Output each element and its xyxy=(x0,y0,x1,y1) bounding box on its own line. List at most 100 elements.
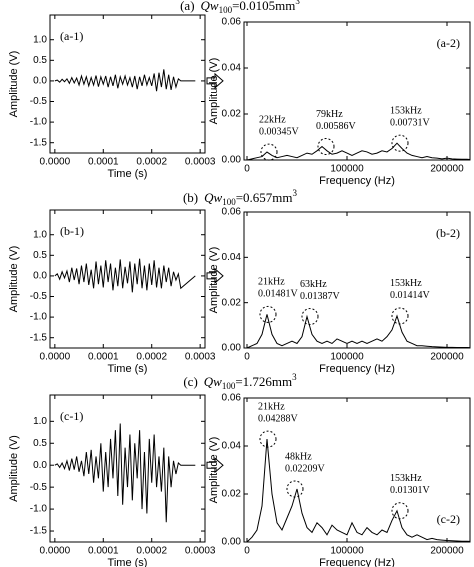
caption-subscript: 100 xyxy=(222,381,236,391)
peak-amplitude: 0.00731V xyxy=(390,117,431,128)
caption-label: (b) xyxy=(183,190,198,205)
signal-line xyxy=(54,258,196,293)
x-tick-label: 0.0001 xyxy=(88,546,119,557)
plot-frame xyxy=(49,14,206,154)
signal-line xyxy=(246,142,470,160)
signal-line xyxy=(246,439,470,542)
peak-frequency: 153kHz xyxy=(390,105,422,116)
x-axis-title: Time (s) xyxy=(108,557,148,567)
y-tick-label: 0.0 xyxy=(33,76,47,87)
plot-frame xyxy=(243,211,471,349)
y-axis-title: Amplitude (V) xyxy=(208,247,220,314)
caption-label: (a) xyxy=(180,0,194,13)
y-tick-label: 0.5 xyxy=(33,438,47,449)
x-tick-label: 0.0003 xyxy=(185,352,216,363)
y-axis-title: Amplitude (V) xyxy=(8,51,20,118)
y-tick-label: 0.02 xyxy=(222,109,242,120)
y-axis-title: Amplitude (V) xyxy=(8,246,20,313)
caption-value: =1.726mm xyxy=(235,374,292,389)
y-axis-title: Amplitude (V) xyxy=(208,437,220,504)
x-tick-label: 0 xyxy=(244,352,250,363)
peak-amplitude: 0.02209V xyxy=(285,463,326,474)
panel-caption: (c) Qw100=1.726mm3 xyxy=(183,372,297,391)
y-axis-title: Amplitude (V) xyxy=(208,58,220,125)
peak-marker xyxy=(259,305,277,323)
caption-value: =0.657mm xyxy=(236,190,293,205)
x-tick-label: 200000 xyxy=(430,164,464,175)
x-tick-label: 200000 xyxy=(430,352,464,363)
peak-frequency: 48kHz xyxy=(285,451,312,462)
x-tick-label: 0.0002 xyxy=(136,352,167,363)
y-tick-label: 0.04 xyxy=(222,441,242,452)
peak-marker xyxy=(391,134,409,152)
peak-frequency: 79kHz xyxy=(316,109,343,120)
x-tick-label: 0.0000 xyxy=(40,546,71,557)
caption-symbol: Qw xyxy=(201,0,219,13)
x-tick-label: 0.0002 xyxy=(136,546,167,557)
y-tick-label: 1.0 xyxy=(33,34,47,45)
y-tick-label: -1.0 xyxy=(30,504,48,515)
y-tick-label: 0.00 xyxy=(222,537,242,548)
peak-frequency: 21kHz xyxy=(258,277,285,288)
peak-frequency: 153kHz xyxy=(390,473,422,484)
x-axis-title: Frequency (Hz) xyxy=(319,175,395,187)
y-tick-label: -1.5 xyxy=(30,332,48,343)
y-tick-label: 0.00 xyxy=(222,343,242,354)
x-tick-label: 0 xyxy=(244,546,250,557)
signal-line xyxy=(54,69,196,92)
x-tick-label: 0.0001 xyxy=(88,157,119,168)
x-tick-label: 0.0003 xyxy=(185,546,216,557)
arrow xyxy=(206,457,224,474)
signal-line xyxy=(246,314,470,348)
peak-marker xyxy=(260,143,278,161)
plot-frame xyxy=(49,394,206,543)
peak-marker xyxy=(286,480,304,498)
arrow xyxy=(206,72,224,90)
x-tick-label: 100000 xyxy=(330,546,364,557)
y-axis-title: Amplitude (V) xyxy=(8,435,20,502)
y-tick-label: 0.06 xyxy=(222,207,242,218)
y-tick-label: -1.0 xyxy=(30,312,48,323)
x-tick-label: 100000 xyxy=(330,352,364,363)
y-tick-label: 0.00 xyxy=(222,155,242,166)
y-tick-label: 0.5 xyxy=(33,55,47,66)
panel-label: (a-2) xyxy=(437,36,460,50)
x-axis-title: Frequency (Hz) xyxy=(319,557,395,567)
y-tick-label: 0.04 xyxy=(222,63,242,74)
y-tick-label: 1.0 xyxy=(33,416,47,427)
peak-amplitude: 0.01387V xyxy=(300,291,341,302)
caption-value: =0.0105mm xyxy=(232,0,295,13)
x-tick-label: 0.0000 xyxy=(40,157,71,168)
signal-line xyxy=(54,423,196,523)
panel-label: (a-1) xyxy=(60,29,83,43)
peak-marker xyxy=(391,502,409,520)
peak-amplitude: 0.00345V xyxy=(259,126,300,137)
y-tick-label: -1.0 xyxy=(30,117,48,128)
x-tick-label: 0.0000 xyxy=(40,352,71,363)
y-tick-label: 0.0 xyxy=(33,460,47,471)
caption-subscript: 100 xyxy=(219,5,233,15)
plot-frame xyxy=(243,21,471,161)
x-tick-label: 0 xyxy=(244,164,250,175)
x-tick-label: 0.0002 xyxy=(136,157,167,168)
caption-label: (c) xyxy=(183,374,197,389)
x-axis-title: Frequency (Hz) xyxy=(319,363,395,375)
caption-superscript: 3 xyxy=(293,188,298,198)
y-tick-label: 0.06 xyxy=(222,393,242,404)
peak-marker xyxy=(317,138,335,156)
plot-frame xyxy=(243,397,471,543)
y-tick-label: 0.02 xyxy=(222,297,242,308)
caption-subscript: 100 xyxy=(222,197,236,207)
y-tick-label: 1.0 xyxy=(33,229,47,240)
panel-caption: (b) Qw100=0.657mm3 xyxy=(183,188,298,207)
caption-superscript: 3 xyxy=(295,0,300,6)
y-tick-label: 0.04 xyxy=(222,252,242,263)
x-tick-label: 100000 xyxy=(330,164,364,175)
panel-label: (c-2) xyxy=(437,512,460,526)
y-tick-label: 0.02 xyxy=(222,489,242,500)
y-tick-label: -0.5 xyxy=(30,291,48,302)
peak-marker xyxy=(259,430,277,448)
x-tick-label: 0.0001 xyxy=(88,352,119,363)
x-axis-title: Time (s) xyxy=(108,168,148,180)
peak-frequency: 63kHz xyxy=(300,279,327,290)
